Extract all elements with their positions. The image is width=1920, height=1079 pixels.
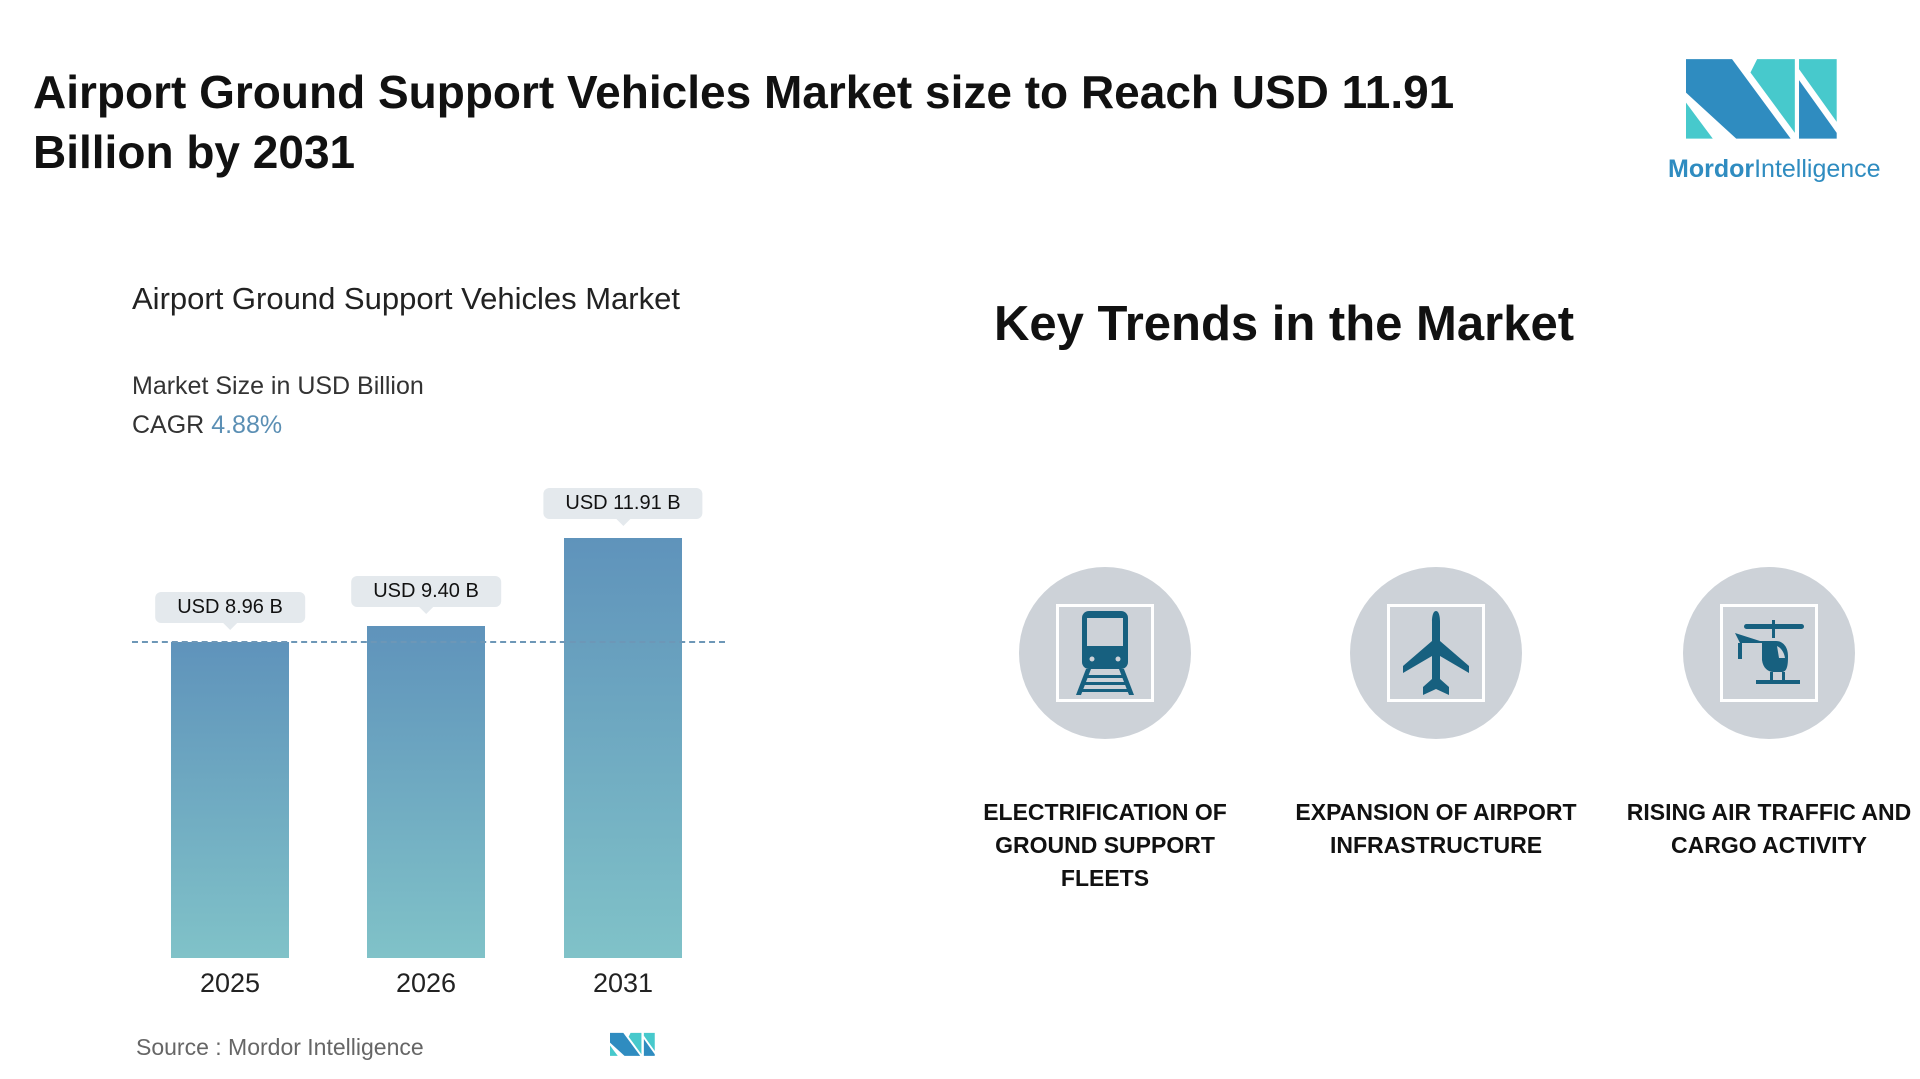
x-tick-label: 2031 <box>592 968 654 998</box>
data-label: USD 11.91 B <box>543 487 703 526</box>
bar-2025 <box>171 641 289 958</box>
x-tick-label: 2025 <box>199 968 261 998</box>
bar-2031 <box>564 537 682 958</box>
page-title: Airport Ground Support Vehicles Market s… <box>33 66 1455 178</box>
logo-mark-icon <box>1686 59 1837 139</box>
key-trends-title: Key Trends in the Market <box>994 297 1575 351</box>
data-label: USD 9.40 B <box>351 576 501 615</box>
data-label: USD 8.96 B <box>155 591 305 630</box>
trend-icon-circle <box>1019 567 1191 739</box>
logo-text-bold: Mordor <box>1668 155 1755 183</box>
trend-icon-circle <box>1683 567 1855 739</box>
cagr-label: CAGR <box>132 411 205 439</box>
trend-icon-circle <box>1350 567 1522 739</box>
chart-title: Airport Ground Support Vehicles Market <box>132 281 680 316</box>
helicopter-icon <box>1735 620 1804 684</box>
bar-2026 <box>367 626 485 958</box>
mordor-logo: MordorIntelligence <box>1668 51 1883 186</box>
reference-dashed-line <box>132 640 725 643</box>
x-tick-label: 2026 <box>395 968 457 998</box>
trend-label: RISING AIR TRAFFIC AND CARGO ACTIVITY <box>1626 799 1912 858</box>
cagr-value: 4.88% <box>211 411 283 439</box>
trend-label: ELECTRIFICATION OF GROUND SUPPORT FLEETS <box>983 799 1227 891</box>
source-note: Source : Mordor Intelligence <box>136 1034 424 1060</box>
train-icon <box>1076 611 1134 695</box>
chart-subtitle: Market Size in USD Billion <box>132 372 424 400</box>
small-logo-icon <box>610 1032 655 1056</box>
logo-text-light: Intelligence <box>1754 155 1881 183</box>
airplane-icon <box>1403 611 1469 695</box>
cagr: CAGR 4.88% <box>132 411 282 440</box>
trend-label: EXPANSION OF AIRPORT INFRASTRUCTURE <box>1295 799 1577 858</box>
